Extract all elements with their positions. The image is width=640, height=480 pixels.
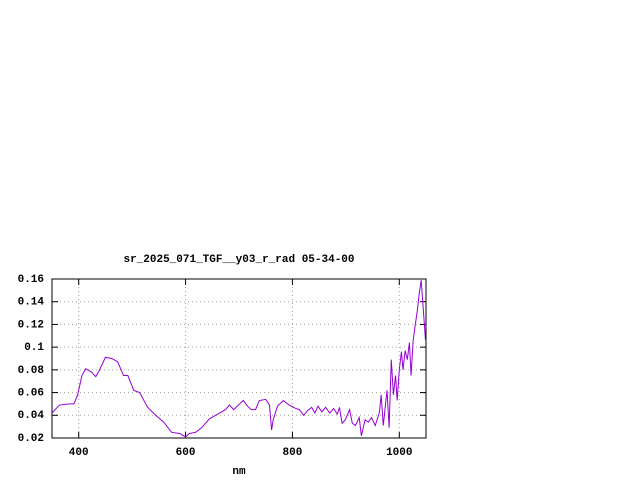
y-tick-label: 0.02 (18, 433, 44, 445)
y-tick-label: 0.06 (18, 387, 44, 399)
x-tick-label: 400 (69, 447, 89, 459)
x-tick-label: 1000 (386, 447, 412, 459)
y-tick-label: 0.16 (18, 274, 44, 286)
y-tick-label: 0.12 (18, 319, 44, 331)
plot-border (51, 278, 427, 439)
x-tick-label: 800 (283, 447, 303, 459)
x-tick-label: 600 (176, 447, 196, 459)
y-tick-label: 0.14 (18, 297, 45, 309)
chart-title: sr_2025_071_TGF__y03_r_rad 05-34-00 (123, 254, 354, 266)
x-axis-label: nm (232, 466, 246, 478)
y-tick-label: 0.1 (24, 342, 44, 354)
data-line (51, 280, 426, 438)
y-tick-label: 0.04 (18, 410, 45, 422)
y-tick-label: 0.08 (18, 365, 45, 377)
